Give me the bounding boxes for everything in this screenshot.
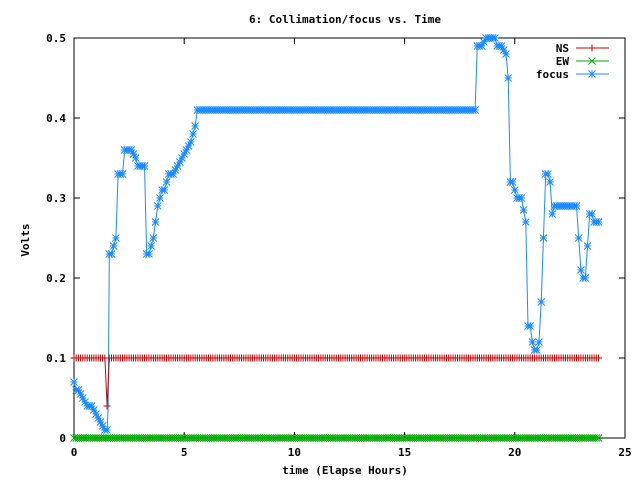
point-focus [112, 234, 120, 242]
legend-label-focus: focus [536, 68, 569, 81]
point-focus [581, 274, 590, 282]
series-focus [70, 34, 603, 434]
point-focus [151, 218, 160, 226]
point-focus [577, 266, 585, 274]
x-tick-label: 25 [618, 446, 631, 459]
point-focus [191, 122, 200, 130]
x-tick-label: 15 [398, 446, 411, 459]
point-focus [94, 414, 103, 422]
point-focus [78, 394, 87, 402]
point-focus [510, 186, 519, 194]
y-tick-label: 0.2 [46, 272, 66, 285]
series-ns [70, 354, 603, 410]
point-focus [140, 162, 149, 170]
point-focus [594, 218, 603, 226]
x-tick-label: 20 [508, 446, 521, 459]
point-focus [107, 250, 116, 258]
series-line-ns [74, 357, 599, 407]
point-ew [594, 434, 603, 442]
series-ew [70, 434, 603, 442]
point-focus [519, 206, 528, 214]
point-focus [89, 406, 98, 414]
point-focus [517, 194, 526, 202]
series-line-focus [73, 37, 599, 431]
point-focus [528, 338, 537, 346]
point-focus [118, 170, 127, 178]
point-focus [546, 178, 554, 186]
point-focus [539, 234, 548, 242]
point-focus [471, 106, 479, 114]
point-focus [156, 194, 164, 202]
axis-ticks: 0 5 10 15 20 25 0 0.1 0.2 0.3 0.4 0.5 [46, 32, 632, 459]
x-tick-label: 0 [71, 446, 78, 459]
point-focus [502, 50, 510, 58]
point-focus [76, 390, 85, 398]
legend-marker-ew [588, 57, 596, 65]
point-focus [74, 386, 83, 394]
point-focus [535, 338, 543, 346]
point-focus [504, 74, 513, 82]
legend-label-ns: NS [556, 42, 569, 55]
point-focus [149, 234, 158, 242]
point-focus [147, 242, 155, 250]
point-ew [592, 434, 601, 442]
point-focus [87, 402, 96, 410]
point-focus [508, 178, 517, 186]
y-tick-label: 0.3 [46, 192, 66, 205]
point-focus [70, 378, 78, 386]
point-focus [96, 418, 105, 426]
point-focus [153, 202, 162, 210]
y-tick-label: 0.1 [46, 352, 66, 365]
legend-marker-focus [588, 70, 596, 78]
point-focus [81, 398, 89, 406]
point-focus [98, 422, 107, 430]
chart-title: 6: Collimation/focus vs. Time [249, 13, 441, 26]
point-focus [588, 210, 596, 218]
point-focus [189, 130, 197, 138]
y-tick-label: 0.4 [46, 112, 66, 125]
point-focus [572, 202, 581, 210]
x-tick-label: 10 [288, 446, 301, 459]
point-focus [583, 242, 592, 250]
point-focus [574, 234, 583, 242]
point-focus [186, 138, 195, 146]
point-focus [548, 210, 557, 218]
point-focus [497, 42, 506, 50]
point-focus [499, 46, 508, 54]
y-tick-label: 0 [59, 432, 66, 445]
plot-series [70, 34, 603, 442]
point-focus [145, 250, 153, 258]
point-focus [521, 218, 530, 226]
point-focus [532, 346, 541, 354]
point-focus [109, 242, 118, 250]
point-focus [129, 150, 138, 158]
point-focus [537, 298, 546, 306]
point-focus [544, 170, 552, 178]
point-focus [160, 186, 169, 194]
point-focus [162, 178, 171, 186]
point-focus [127, 146, 136, 154]
y-tick-label: 0.5 [46, 32, 66, 45]
point-focus [92, 410, 100, 418]
point-focus [103, 426, 111, 434]
point-focus [491, 34, 499, 42]
point-focus [131, 154, 140, 162]
legend-label-ew: EW [556, 55, 570, 68]
y-axis-label: Volts [19, 223, 32, 256]
x-axis-label: time (Elapse Hours) [282, 464, 408, 477]
point-focus [526, 322, 535, 330]
x-tick-label: 5 [181, 446, 188, 459]
